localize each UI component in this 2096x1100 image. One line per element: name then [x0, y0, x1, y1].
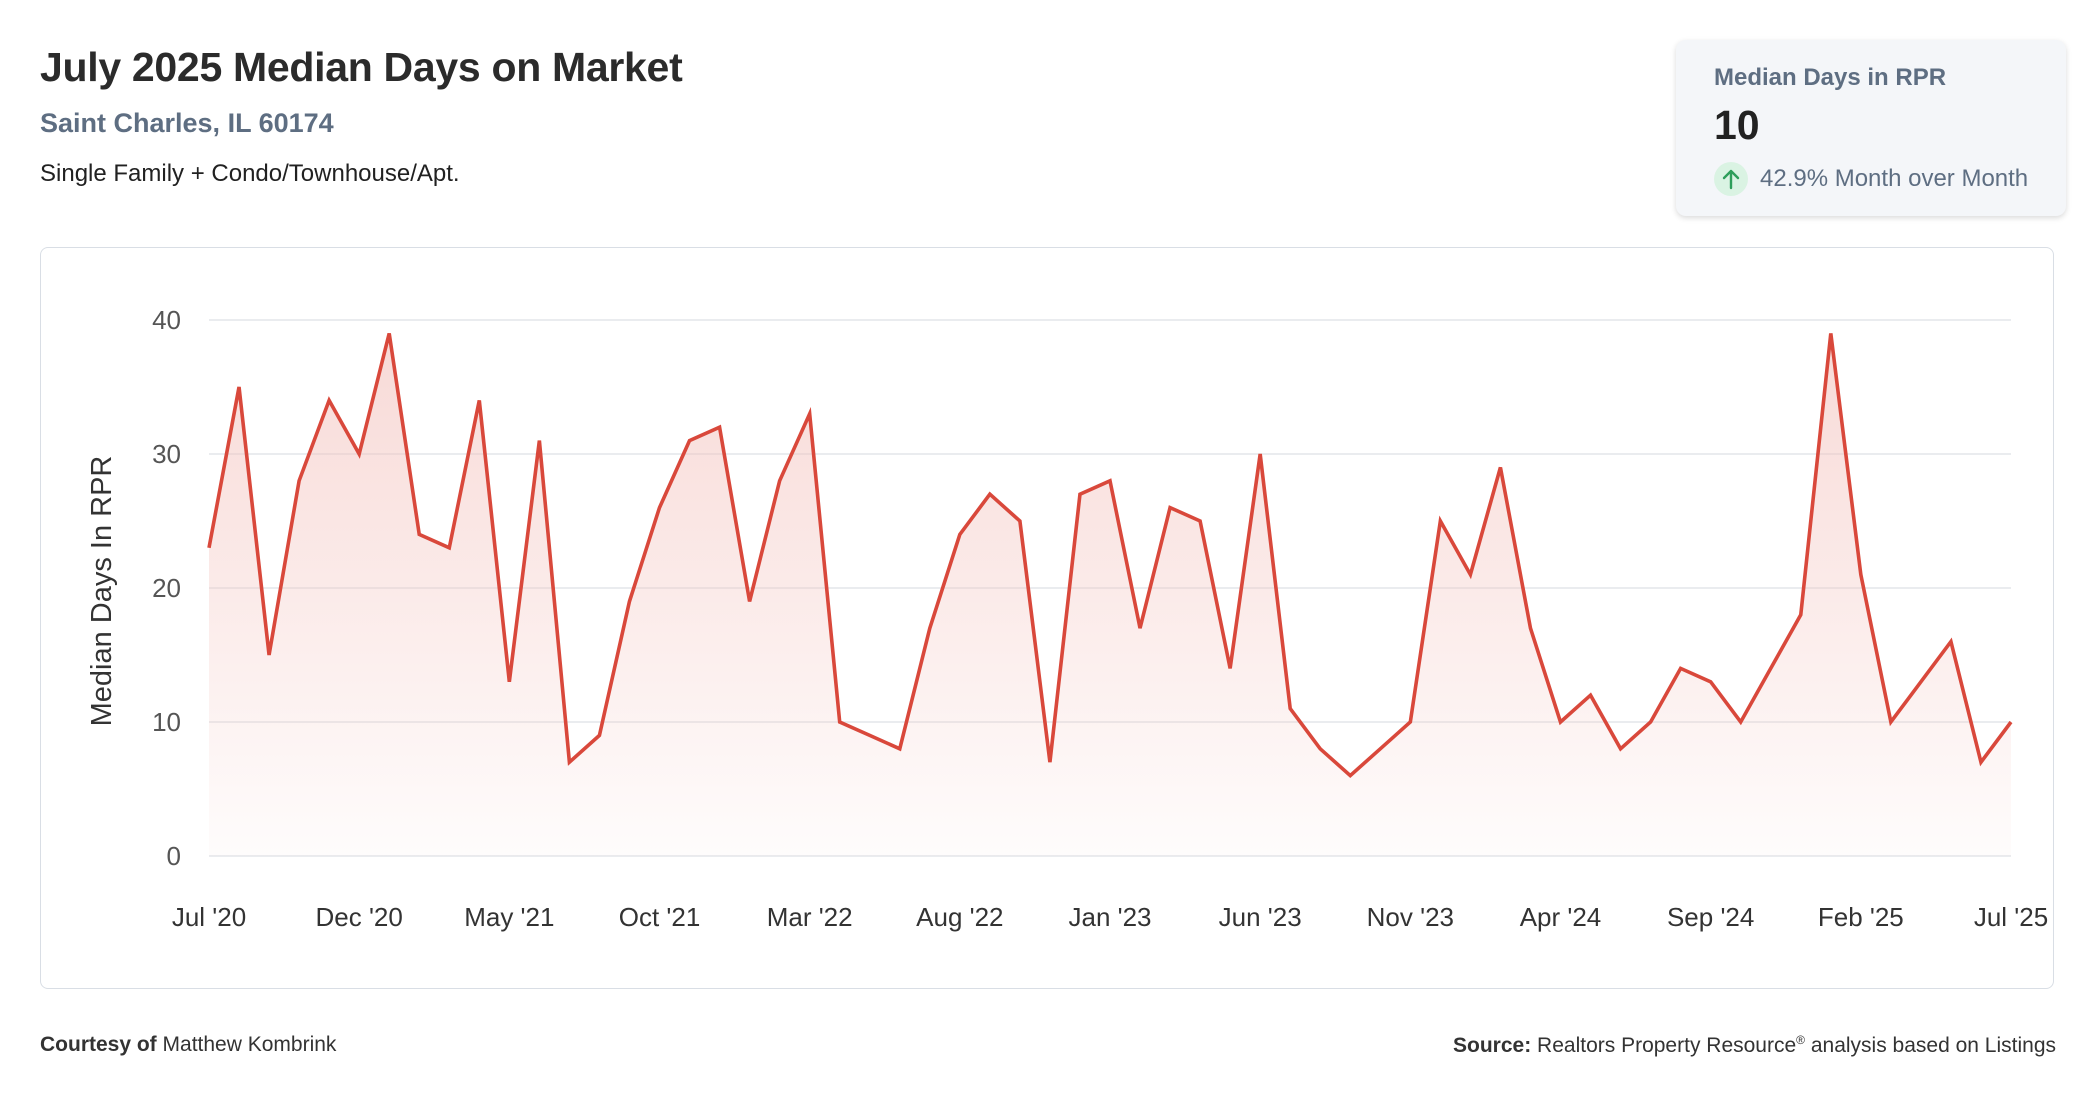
series-area	[209, 333, 2011, 856]
y-tick-label: 20	[152, 573, 181, 603]
y-tick-label: 10	[152, 707, 181, 737]
x-tick-label: Jun '23	[1219, 902, 1302, 932]
source-text-before: Realtors Property Resource	[1537, 1034, 1797, 1057]
x-tick-label: Aug '22	[916, 902, 1003, 932]
kpi-value: 10	[1714, 102, 1760, 148]
courtesy-name: Matthew Kombrink	[162, 1033, 337, 1056]
property-types: Single Family + Condo/Townhouse/Apt.	[40, 160, 460, 187]
arrow-up-icon	[1714, 162, 1748, 196]
location-subtitle: Saint Charles, IL 60174	[40, 108, 334, 138]
y-axis-label: Median Days In RPR	[86, 456, 118, 727]
registered-mark: ®	[1796, 1033, 1805, 1047]
courtesy-label: Courtesy of	[40, 1033, 157, 1056]
x-tick-label: Apr '24	[1520, 902, 1602, 932]
y-tick-label: 0	[167, 841, 181, 871]
x-tick-label: May '21	[464, 902, 554, 932]
kpi-card: Median Days in RPR 10 42.9% Month over M…	[1676, 40, 2066, 216]
source: Source: Realtors Property Resource® anal…	[1453, 1033, 2056, 1058]
chart-card: 0 10 20 30 40 Jul '20 Dec '20 May '21 Oct '21 Ma…	[40, 247, 2054, 989]
courtesy: Courtesy of Matthew Kombrink	[40, 1033, 336, 1057]
x-tick-label: Oct '21	[619, 902, 701, 932]
x-tick-label: Jan '23	[1068, 902, 1151, 932]
x-tick-label: Nov '23	[1367, 902, 1454, 932]
x-tick-label: Jul '20	[172, 902, 246, 932]
x-tick-label: Dec '20	[315, 902, 402, 932]
x-tick-label: Feb '25	[1818, 902, 1904, 932]
line-chart: 0 10 20 30 40 Jul '20 Dec '20 May '21 Oct '21 Ma…	[86, 305, 2048, 932]
y-tick-label: 40	[152, 305, 181, 335]
x-tick-label: Mar '22	[767, 902, 853, 932]
page-title: July 2025 Median Days on Market	[40, 44, 683, 90]
y-tick-label: 30	[152, 439, 181, 469]
kpi-change: 42.9% Month over Month	[1714, 162, 2028, 196]
series-line	[207, 332, 2013, 779]
kpi-change-text: 42.9% Month over Month	[1760, 165, 2029, 192]
source-text-after: analysis based on Listings	[1810, 1034, 2056, 1057]
x-tick-label: Jul '25	[1974, 902, 2048, 932]
source-label: Source:	[1453, 1034, 1532, 1057]
x-tick-label: Sep '24	[1667, 902, 1754, 932]
kpi-label: Median Days in RPR	[1714, 64, 1947, 91]
